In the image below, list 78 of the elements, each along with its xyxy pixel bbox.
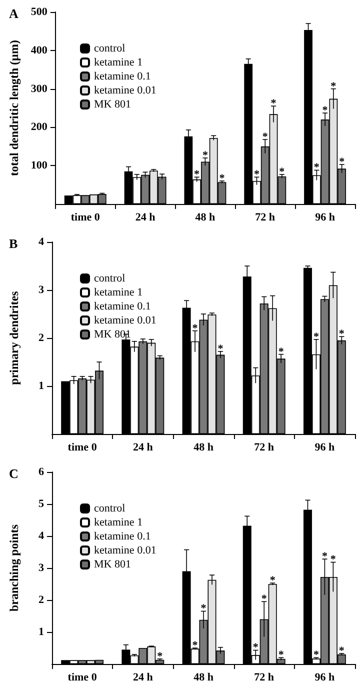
data-label: *: [262, 130, 268, 143]
data-label: *: [200, 602, 207, 615]
y-tick-label: 3: [38, 562, 44, 574]
legend-label: control: [94, 42, 126, 54]
x-tick-label: 72 h: [255, 212, 276, 224]
data-label: *: [338, 644, 345, 657]
y-tick-label: 1: [38, 626, 44, 638]
legend-label: MK 801: [94, 328, 131, 340]
data-label: *: [218, 342, 224, 355]
data-label: *: [279, 166, 286, 178]
legend-label: control: [94, 272, 126, 284]
chart-title: C: [9, 466, 18, 481]
y-tick-label: 300: [30, 82, 48, 95]
x-tick-label: time 0: [68, 672, 98, 684]
y-axis-title: total dendritic length (µm): [7, 40, 21, 176]
data-label: *: [192, 322, 198, 334]
x-tick-label: 72 h: [254, 672, 274, 684]
x-tick-label: 48 h: [194, 672, 214, 684]
data-label: *: [313, 330, 320, 343]
legend-label: MK 801: [94, 98, 131, 110]
y-tick-label: 2: [38, 594, 44, 606]
y-tick-label: 4: [38, 236, 44, 248]
x-tick-label: 96 h: [315, 212, 335, 224]
data-label: *: [194, 168, 200, 181]
data-label: *: [202, 149, 208, 162]
legend-label: ketamine 1: [94, 516, 143, 528]
data-label: *: [192, 640, 198, 652]
x-tick-label: 24 h: [135, 212, 156, 224]
data-label: *: [261, 593, 268, 606]
x-tick-label: 48 h: [195, 212, 216, 224]
data-label: *: [330, 554, 336, 566]
legend-label: ketamine 0.1: [94, 300, 151, 312]
legend-label: ketamine 0.01: [94, 314, 156, 326]
y-axis-title: branching points: [7, 524, 21, 612]
x-tick-label: 96 h: [314, 442, 335, 454]
data-label: *: [322, 104, 328, 116]
x-tick-label: time 0: [68, 442, 98, 454]
x-tick-label: 72 h: [254, 442, 274, 454]
y-tick-label: 3: [38, 284, 44, 296]
legend-label: ketamine 0.1: [94, 70, 151, 82]
data-label: *: [313, 649, 320, 662]
y-axis-title: primary dendrites: [7, 290, 21, 385]
x-tick-label: time 0: [70, 212, 100, 224]
data-label: *: [338, 328, 345, 340]
y-tick-label: 4: [38, 530, 44, 542]
y-tick-label: 1: [38, 380, 44, 392]
data-label: *: [252, 642, 259, 654]
data-label: *: [278, 346, 284, 358]
data-label: *: [270, 574, 276, 587]
y-tick-label: 5: [38, 498, 44, 510]
data-label: *: [270, 98, 277, 110]
y-tick-label: 500: [30, 6, 48, 18]
data-label: *: [330, 80, 337, 92]
x-tick-label: 24 h: [132, 672, 153, 684]
y-tick-label: 200: [30, 121, 48, 134]
legend-label: ketamine 0.01: [94, 84, 156, 96]
y-tick-label: 6: [38, 466, 44, 478]
data-label: *: [254, 168, 260, 181]
data-label: *: [314, 162, 320, 174]
x-tick-label: 24 h: [132, 442, 153, 454]
data-label: *: [219, 172, 226, 184]
legend-label: ketamine 1: [94, 286, 143, 298]
legend-label: MK 801: [94, 558, 131, 570]
data-label: *: [322, 550, 328, 563]
chart-title: A: [9, 6, 19, 21]
legend-label: control: [94, 502, 126, 514]
legend-label: ketamine 0.1: [94, 530, 151, 542]
legend-label: ketamine 0.01: [94, 544, 156, 556]
data-label: *: [339, 156, 346, 168]
legend-label: ketamine 1: [94, 56, 143, 68]
chart-title: B: [9, 236, 18, 251]
x-tick-label: 96 h: [314, 672, 335, 684]
y-tick-label: 2: [38, 332, 44, 344]
data-label: *: [278, 649, 284, 662]
y-tick-label: 400: [30, 44, 48, 56]
x-tick-label: 48 h: [194, 442, 214, 454]
data-label: *: [157, 650, 164, 662]
y-tick-label: 100: [30, 160, 48, 172]
